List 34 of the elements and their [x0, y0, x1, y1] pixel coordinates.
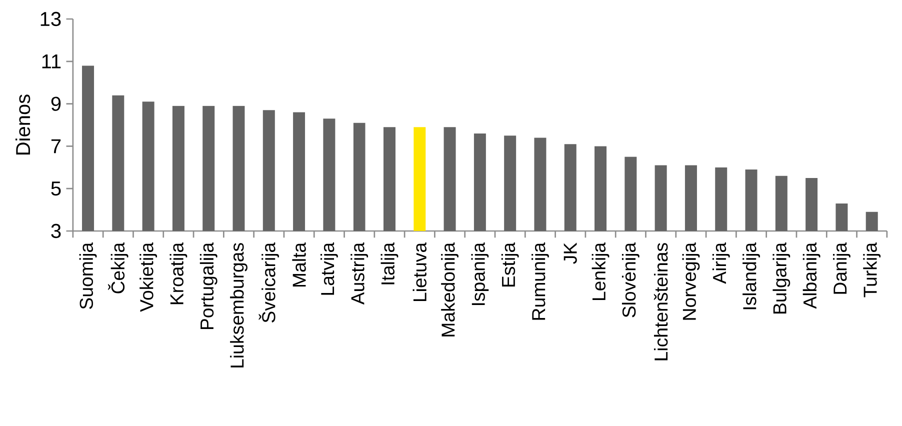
x-tick-label: Ispanija [471, 242, 489, 306]
x-tick-label: Kroatija [170, 242, 188, 304]
y-tick-label: 9 [51, 96, 61, 111]
x-tick-label: Slovėnija [622, 242, 640, 318]
x-tick-label: Portugalija [200, 242, 218, 330]
y-tick-label: 7 [51, 139, 61, 154]
x-tick-label: Lietuva [412, 242, 426, 302]
x-tick-label: Malta [292, 242, 306, 286]
x-tick-label: JK [564, 242, 577, 264]
x-tick-label: Turkija [863, 242, 881, 298]
y-tick-label: 11 [42, 54, 61, 68]
y-tick-label: 13 [40, 12, 61, 26]
x-tick-label: Suomija [79, 242, 97, 309]
x-tick-label: Danija [833, 242, 850, 294]
x-tick-label: Rumunija [532, 242, 549, 320]
x-tick-label: Makedonija [441, 242, 458, 336]
x-tick-label: Liuksemburgas [230, 243, 248, 368]
x-tick-label: Estija [501, 242, 519, 286]
y-tick-label: 5 [51, 182, 61, 196]
x-tick-label: Lichtenšteinas [654, 243, 668, 360]
x-tick-label: Latvija [320, 242, 338, 295]
x-tick-label: Austrija [350, 242, 368, 305]
x-tick-label: Islandija [742, 242, 760, 310]
x-tick-label: Lenkija [592, 242, 610, 300]
x-tick-label: Šveicarija [258, 242, 279, 322]
x-tick-label: Albanija [802, 242, 820, 309]
x-tick-label: Čekija [108, 242, 128, 294]
x-tick-label: Norvegija [682, 242, 700, 320]
x-tick-label: Airija [712, 242, 730, 284]
x-tick-label: Bulgarija [772, 242, 790, 314]
x-tick-label: Italija [380, 242, 398, 284]
y-tick-label: 3 [51, 224, 61, 238]
x-tick-label: Vokietija [140, 242, 157, 312]
y-axis-title: Dienos [15, 94, 30, 154]
